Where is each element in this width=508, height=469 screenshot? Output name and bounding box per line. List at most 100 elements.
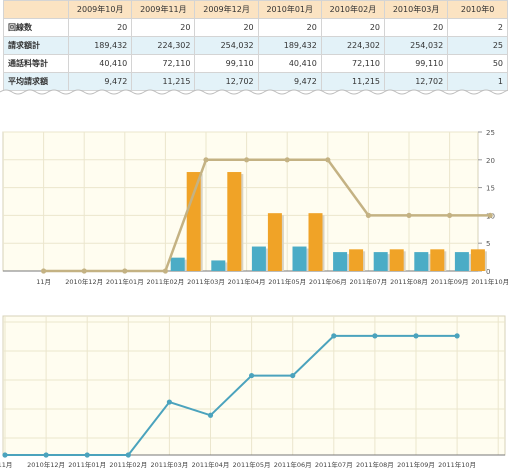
- line-point: [2, 452, 8, 458]
- y-tick-label: 15: [486, 185, 495, 193]
- line-point: [244, 157, 250, 163]
- x-tick-label: 2010年12月: [65, 277, 103, 286]
- table-cell: 20: [131, 18, 196, 37]
- bar: [292, 246, 307, 271]
- line-point: [162, 268, 168, 274]
- table-row: 請求額計 189,432 224,302 254,032 189,432 224…: [2, 36, 508, 55]
- row-label: 請求額計: [2, 36, 70, 55]
- bar: [170, 257, 185, 271]
- table-cell: 25: [447, 36, 508, 55]
- x-tick-label: 2011年02月: [109, 460, 147, 469]
- bar: [389, 249, 404, 271]
- x-tick-label: 2011年03月: [187, 277, 225, 286]
- table-cell: 9,472: [257, 72, 322, 91]
- x-tick-label: 2011年08月: [356, 460, 394, 469]
- column-header: 2010年03月: [384, 0, 449, 19]
- x-tick-label: 11月: [36, 278, 51, 286]
- bar: [251, 246, 266, 271]
- table-cell: 50: [447, 54, 508, 73]
- series-line: [5, 334, 458, 456]
- table-cell: 12,702: [194, 72, 259, 91]
- x-tick-label: 2011年01月: [106, 277, 144, 286]
- y-tick-label: 0: [486, 268, 490, 276]
- line-point: [125, 452, 131, 458]
- line-point: [203, 157, 209, 163]
- table-row: 平均請求額 9,472 11,215 12,702 9,472 11,215 1…: [2, 72, 508, 91]
- line-point: [249, 372, 255, 379]
- row-label: 平均請求額: [2, 72, 70, 91]
- table-cell: 224,302: [131, 36, 196, 55]
- column-header: 2010年01月: [257, 0, 322, 19]
- line-point: [41, 268, 47, 274]
- bar: [430, 249, 445, 271]
- bar: [454, 252, 469, 271]
- table-cell: 72,110: [320, 54, 386, 73]
- table-corner-cell: [2, 0, 70, 19]
- bar: [373, 252, 388, 271]
- table-cell: 72,110: [131, 54, 196, 73]
- table-cell: 12,702: [384, 72, 449, 91]
- table-cell: 189,432: [257, 36, 322, 55]
- line-point: [43, 452, 49, 458]
- line-point: [454, 333, 460, 339]
- line-point: [284, 157, 290, 163]
- line-point: [207, 412, 214, 418]
- series-line: [43, 158, 491, 273]
- x-tick-label: 2011年10月: [471, 277, 508, 286]
- x-tick-label: 11月: [0, 461, 12, 469]
- bar: [414, 252, 429, 271]
- table-cell: 20: [384, 18, 449, 37]
- bar: [349, 249, 364, 271]
- line-point: [487, 212, 493, 218]
- bar: [211, 260, 226, 271]
- torn-edge-divider: [0, 89, 508, 103]
- x-tick-label: 2011年04月: [192, 460, 230, 469]
- table-cell: 1: [447, 72, 508, 91]
- bar: [333, 252, 348, 271]
- x-tick-label: 2011年04月: [228, 277, 266, 286]
- y-tick-label: 20: [486, 157, 495, 165]
- line-point: [406, 212, 412, 218]
- table-cell: 224,302: [320, 36, 386, 55]
- billing-combo-chart: 051015202511月2010年12月2011年01月2011年02月201…: [2, 129, 508, 286]
- bar: [470, 249, 485, 271]
- column-header: 2010年0: [447, 0, 508, 19]
- table-cell: 2: [447, 18, 508, 37]
- line-point: [325, 157, 331, 163]
- line-point: [166, 399, 172, 405]
- line-point: [122, 268, 128, 274]
- table-header-row: 2009年10月 2009年11月 2009年12月 2010年01月 2010…: [2, 0, 508, 19]
- table-cell: 40,410: [257, 54, 322, 73]
- table-cell: 20: [257, 18, 322, 37]
- x-tick-label: 2011年05月: [268, 277, 306, 286]
- table-cell: 20: [320, 18, 386, 37]
- table-cell: 189,432: [68, 36, 133, 55]
- table-cell: 11,215: [131, 72, 196, 91]
- x-tick-label: 2011年02月: [146, 277, 184, 286]
- line-point: [84, 452, 90, 458]
- x-tick-label: 2011年07月: [315, 460, 353, 469]
- column-header: 2009年11月: [131, 0, 196, 19]
- line-point: [447, 212, 453, 218]
- x-tick-label: 2011年06月: [274, 460, 312, 469]
- x-tick-label: 2011年10月: [438, 460, 476, 469]
- line-point: [413, 333, 419, 339]
- table-cell: 20: [194, 18, 259, 37]
- table-cell: 254,032: [194, 36, 259, 55]
- x-tick-label: 2011年06月: [309, 277, 347, 286]
- table-cell: 99,110: [194, 54, 259, 73]
- column-header: 2010年02月: [320, 0, 386, 19]
- line-point: [290, 372, 296, 379]
- x-tick-label: 2011年08月: [390, 277, 428, 286]
- x-tick-label: 2010年12月: [27, 460, 65, 469]
- plot-area: [2, 315, 506, 456]
- x-tick-label: 2011年05月: [233, 460, 271, 469]
- billing-table-panel: 2009年10月 2009年11月 2009年12月 2010年01月 2010…: [0, 0, 508, 103]
- line-point: [365, 212, 371, 218]
- y-tick-label: 5: [486, 240, 490, 248]
- line-point: [331, 333, 337, 339]
- table-row: 通話料等計 40,410 72,110 99,110 40,410 72,110…: [2, 54, 508, 73]
- bar: [186, 172, 201, 271]
- row-label: 通話料等計: [2, 54, 70, 73]
